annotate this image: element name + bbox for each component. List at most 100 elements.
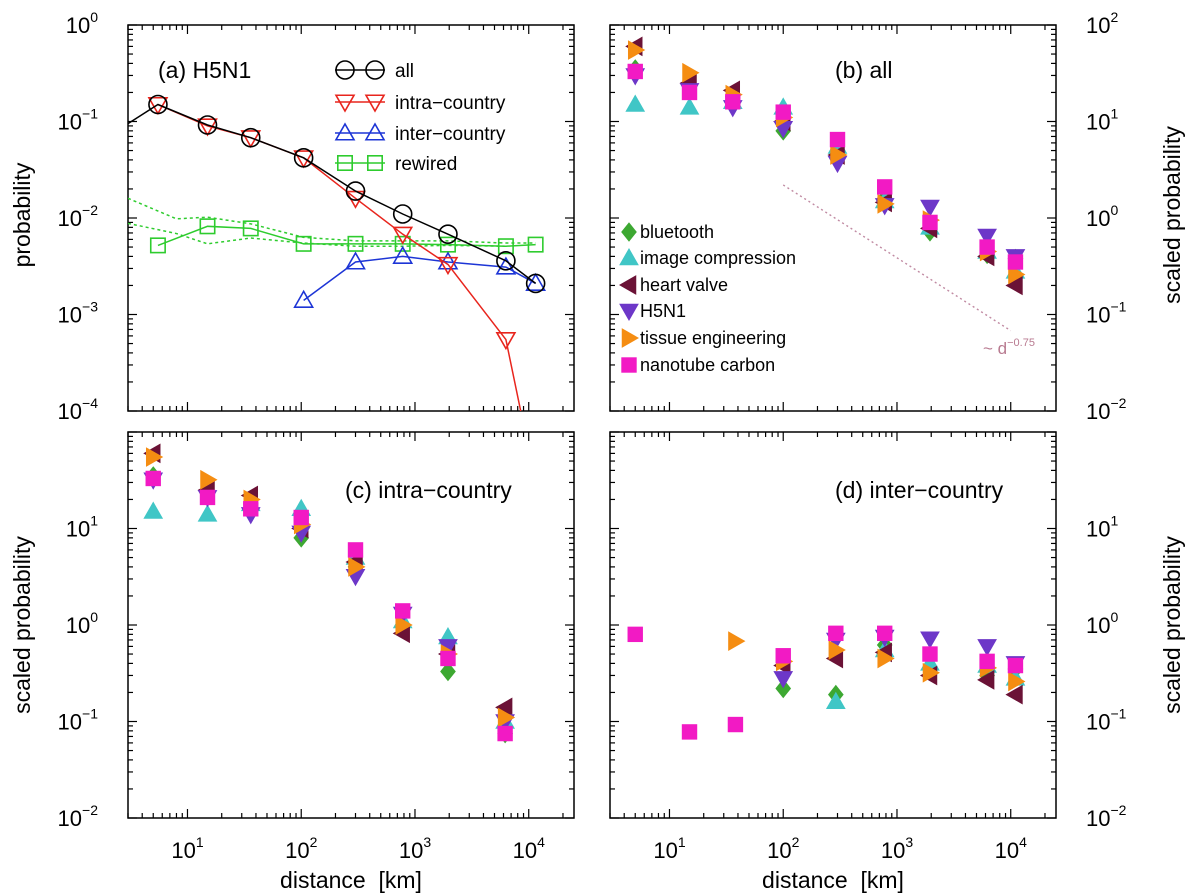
x-tick-label-c-exp: 4 xyxy=(537,834,545,850)
point-a-3-1 xyxy=(199,218,216,235)
y-tick-label-a-exp: 0 xyxy=(90,9,98,25)
y-tick-label-d-base: 10 xyxy=(1086,710,1110,735)
point-d-2-5 xyxy=(1005,684,1023,705)
point-c-0-6 xyxy=(440,661,456,682)
point-d-3-4 xyxy=(977,639,997,657)
point-d-5-0 xyxy=(627,626,643,643)
y-tick-label-b-base: 10 xyxy=(1086,399,1110,424)
y-tick-label-d: 10−1 xyxy=(1086,706,1127,735)
x-tick-label-d-base: 10 xyxy=(881,838,905,863)
point-a-1-3 xyxy=(293,150,315,169)
point-d-5-2 xyxy=(727,716,744,733)
panel-c-plot xyxy=(143,443,516,744)
point-b-4-1 xyxy=(682,62,700,83)
y-tick-label-a-exp: −4 xyxy=(82,395,98,411)
x-tick-label-d-base: 10 xyxy=(995,838,1019,863)
point-c-5-2 xyxy=(243,501,259,517)
point-c-4-5 xyxy=(395,615,413,635)
series-line-a-2 xyxy=(303,255,536,302)
x-axis-label-c: distance [km] xyxy=(280,867,422,893)
y-tick-label-c: 10−2 xyxy=(58,802,99,831)
point-b-4-8 xyxy=(1008,264,1026,285)
point-b-5-5 xyxy=(877,179,893,195)
x-tick-label-d-base: 10 xyxy=(653,838,677,863)
x-tick-label-d: 102 xyxy=(767,834,799,863)
x-tick-label-c: 102 xyxy=(285,834,317,863)
x-tick-label-d-exp: 2 xyxy=(792,834,800,850)
x-tick-label-c: 104 xyxy=(513,834,545,863)
point-a-1-6 xyxy=(437,256,459,276)
point-b-5-7 xyxy=(979,239,995,255)
legend-b-marker-2 xyxy=(618,275,637,295)
point-d-1-0 xyxy=(825,691,846,710)
y-tick-label-a-base: 10 xyxy=(58,399,82,424)
y-tick-label-c-base: 10 xyxy=(58,806,82,831)
x-tick-label-c-base: 10 xyxy=(513,838,537,863)
point-d-0-0 xyxy=(775,678,792,699)
point-a-0-6 xyxy=(438,224,458,244)
point-b-5-2 xyxy=(725,94,741,110)
panel-d-title: (d) inter−country xyxy=(835,477,1004,503)
y-tick-label-d-exp: 0 xyxy=(1110,609,1118,625)
point-d-4-2 xyxy=(828,640,846,660)
point-d-4-6 xyxy=(1008,671,1026,692)
point-a-2-2 xyxy=(392,245,414,264)
legend-a-label-intra: intra−country xyxy=(395,93,506,114)
point-d-3-0 xyxy=(773,671,794,689)
y-axis-label-b: scaled probability xyxy=(1159,126,1185,304)
x-tick-label-c-exp: 1 xyxy=(196,834,204,850)
point-b-1-1 xyxy=(679,97,700,115)
point-a-0-3 xyxy=(293,148,314,168)
y-tick-label-c: 101 xyxy=(66,513,98,542)
y-tick-label-c-exp: −2 xyxy=(82,802,98,818)
point-d-3-3 xyxy=(920,631,940,649)
y-tick-label-c-exp: 0 xyxy=(90,609,98,625)
legend-b-marker-4 xyxy=(621,328,640,348)
series-line-a-3 xyxy=(157,225,536,247)
point-b-3-6 xyxy=(920,199,940,218)
x-tick-label-d-exp: 1 xyxy=(678,834,686,850)
point-c-1-0 xyxy=(143,501,164,519)
y-tick-label-a-exp: −2 xyxy=(82,202,98,218)
legend-b-label-h5n1: H5N1 xyxy=(640,301,686,321)
point-d-4-3 xyxy=(877,648,895,669)
y-tick-label-d: 100 xyxy=(1086,609,1118,638)
series-line-a-4 xyxy=(128,197,536,244)
y-tick-label-a-base: 10 xyxy=(58,303,82,328)
point-a-3-3 xyxy=(295,235,312,252)
y-tick-label-b-base: 10 xyxy=(1086,13,1110,38)
point-a-3-7 xyxy=(497,238,514,255)
y-tick-label-d-exp: −2 xyxy=(1110,802,1126,818)
y-tick-label-b-base: 10 xyxy=(1086,110,1110,135)
point-b-5-8 xyxy=(1007,254,1024,270)
y-tick-label-d-base: 10 xyxy=(1086,517,1110,542)
legend-a-marker-1-r xyxy=(364,94,386,113)
point-a-2-1 xyxy=(345,251,366,270)
y-tick-label-a-exp: −1 xyxy=(82,106,98,122)
x-tick-label-d: 101 xyxy=(653,834,685,863)
legend-b-label-nanotube-carbon: nanotube carbon xyxy=(640,355,775,375)
y-tick-label-d-base: 10 xyxy=(1086,613,1110,638)
y-tick-label-b: 100 xyxy=(1086,202,1118,231)
point-b-4-4 xyxy=(830,145,848,165)
point-a-0-2 xyxy=(240,127,261,148)
point-b-1-0 xyxy=(625,94,646,112)
point-a-0-4 xyxy=(345,181,366,201)
point-b-5-1 xyxy=(681,84,698,101)
y-tick-label-b-exp: −2 xyxy=(1110,395,1126,411)
legend-panel-a: all intra−country inter−country rewired xyxy=(334,60,506,175)
point-d-5-3 xyxy=(775,648,791,664)
x-tick-label-c-exp: 2 xyxy=(310,834,318,850)
legend-b-marker-1 xyxy=(619,247,639,266)
point-c-4-4 xyxy=(348,557,366,577)
panel-a-plot xyxy=(128,94,547,411)
point-a-0-7 xyxy=(496,251,516,271)
series-line-a-5 xyxy=(128,222,506,247)
x-tick-label-c-exp: 3 xyxy=(423,834,431,850)
y-tick-label-a-base: 10 xyxy=(58,206,82,231)
legend-b-label-image-compression: image compression xyxy=(640,248,796,268)
legend-a-marker-2-l xyxy=(334,122,356,141)
point-c-1-1 xyxy=(197,504,218,522)
point-a-1-5 xyxy=(392,226,414,245)
legend-a-marker-0-l xyxy=(335,60,355,80)
